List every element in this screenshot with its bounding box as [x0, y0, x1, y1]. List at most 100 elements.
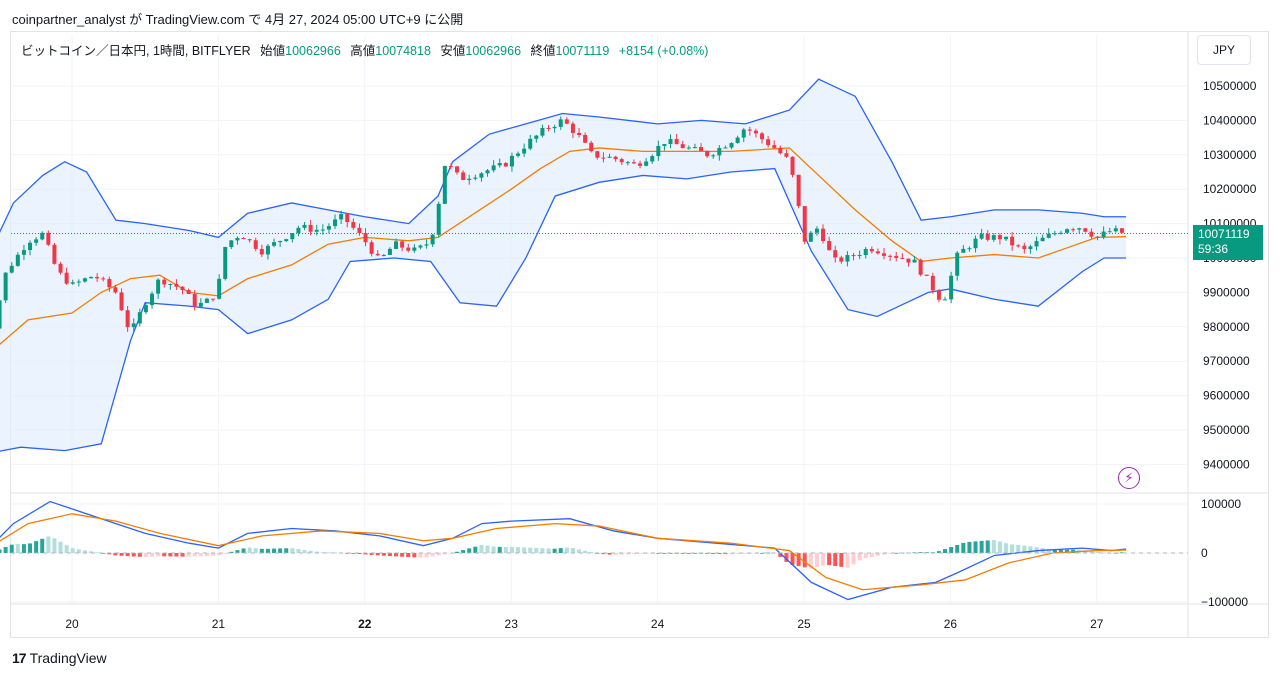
candle-body	[204, 298, 209, 303]
candle-body	[387, 248, 392, 255]
macd-histogram-bar	[107, 553, 112, 555]
candle-body	[461, 172, 466, 180]
candle-body	[436, 203, 441, 235]
macd-histogram-bar	[790, 553, 795, 565]
macd-histogram-bar	[808, 553, 813, 569]
time-tick-label: 20	[65, 617, 79, 631]
candle-body	[235, 238, 240, 241]
macd-histogram-bar	[387, 553, 392, 557]
candle-body	[577, 132, 582, 135]
candle-body	[936, 290, 941, 300]
currency-button[interactable]: JPY	[1197, 35, 1251, 65]
candle-body	[89, 276, 94, 279]
macd-histogram-bar	[583, 550, 588, 553]
macd-histogram-bar	[198, 553, 203, 557]
candle-body	[882, 253, 887, 256]
candle-body	[595, 151, 600, 158]
macd-histogram-bar	[430, 553, 435, 557]
macd-histogram-bar	[827, 553, 832, 566]
macd-histogram-bar	[424, 553, 429, 558]
candle-body	[339, 214, 344, 220]
candle-body	[333, 219, 338, 227]
macd-histogram-bar	[479, 544, 484, 553]
candle-body	[223, 247, 228, 279]
macd-histogram-bar	[839, 553, 844, 567]
candle-body	[394, 241, 399, 249]
macd-histogram-bar	[1046, 549, 1051, 553]
candle-body	[692, 147, 697, 149]
bollinger-upper-line	[0, 78, 1127, 239]
macd-histogram-bar	[284, 548, 289, 553]
candle-body	[814, 228, 819, 233]
candle-body	[95, 276, 100, 279]
candle-body	[869, 248, 874, 252]
macd-histogram-bar	[540, 548, 545, 553]
candle-body	[351, 221, 356, 228]
macd-histogram-bar	[973, 541, 978, 553]
candle-body	[680, 144, 685, 149]
candle-body	[1113, 228, 1118, 232]
macd-histogram-bar	[949, 547, 954, 553]
macd-signal-line	[0, 513, 1127, 591]
candle-body	[101, 278, 106, 280]
lightning-icon[interactable]: ⚡︎	[1118, 467, 1140, 489]
candle-body	[790, 156, 795, 175]
price-tick-label: 9400000	[1203, 457, 1250, 471]
candle-body	[259, 248, 264, 255]
macd-histogram-bar	[1119, 552, 1124, 554]
macd-histogram-bar	[375, 553, 380, 556]
macd-histogram-bar	[113, 553, 118, 556]
macd-histogram-bar	[552, 548, 557, 553]
time-tick-label: 21	[212, 617, 226, 631]
macd-histogram-bar	[741, 553, 746, 554]
macd-histogram-bar	[894, 552, 899, 554]
candle-body	[839, 257, 844, 262]
macd-histogram-bar	[821, 553, 826, 566]
macd-histogram-bar	[802, 553, 807, 568]
macd-histogram-bar	[912, 552, 917, 554]
macd-histogram-bar	[89, 551, 94, 553]
macd-histogram-bar	[265, 548, 270, 553]
macd-histogram-bar	[119, 553, 124, 556]
macd-histogram-bar	[534, 547, 539, 553]
candle-body	[46, 232, 51, 245]
candle-body	[21, 250, 26, 255]
candle-body	[589, 142, 594, 152]
macd-histogram-bar	[711, 553, 716, 554]
tradingview-brand[interactable]: 17 TradingView	[12, 650, 107, 666]
candle-body	[497, 163, 502, 166]
candle-body	[845, 255, 850, 262]
candle-body	[918, 259, 923, 275]
macd-histogram-bar	[52, 538, 57, 553]
macd-histogram-bar	[638, 553, 643, 554]
candle-body	[308, 224, 313, 232]
macd-histogram-bar	[778, 553, 783, 557]
macd-histogram-bar	[485, 545, 490, 553]
candle-body	[168, 284, 173, 286]
macd-histogram-bar	[784, 553, 789, 562]
macd-histogram-bar	[9, 544, 14, 553]
candle-body	[0, 300, 2, 329]
candle-body	[1046, 233, 1051, 238]
candle-body	[546, 127, 551, 129]
candle-body	[796, 174, 801, 207]
candle-body	[265, 245, 270, 255]
macd-histogram-bar	[546, 548, 551, 553]
candle-body	[503, 163, 508, 167]
candle-body	[345, 214, 350, 222]
candle-body	[875, 251, 880, 254]
candle-body	[979, 233, 984, 239]
candle-body	[375, 253, 380, 256]
candle-body	[174, 284, 179, 287]
candle-body	[296, 227, 301, 234]
candle-body	[424, 244, 429, 246]
candle-body	[1040, 237, 1045, 242]
macd-histogram-bar	[760, 552, 765, 554]
macd-histogram-bar	[125, 553, 130, 557]
candle-body	[107, 279, 112, 288]
candle-body	[741, 129, 746, 138]
macd-histogram-bar	[577, 549, 582, 553]
macd-histogram-bar	[308, 550, 313, 553]
candle-body	[528, 138, 533, 149]
